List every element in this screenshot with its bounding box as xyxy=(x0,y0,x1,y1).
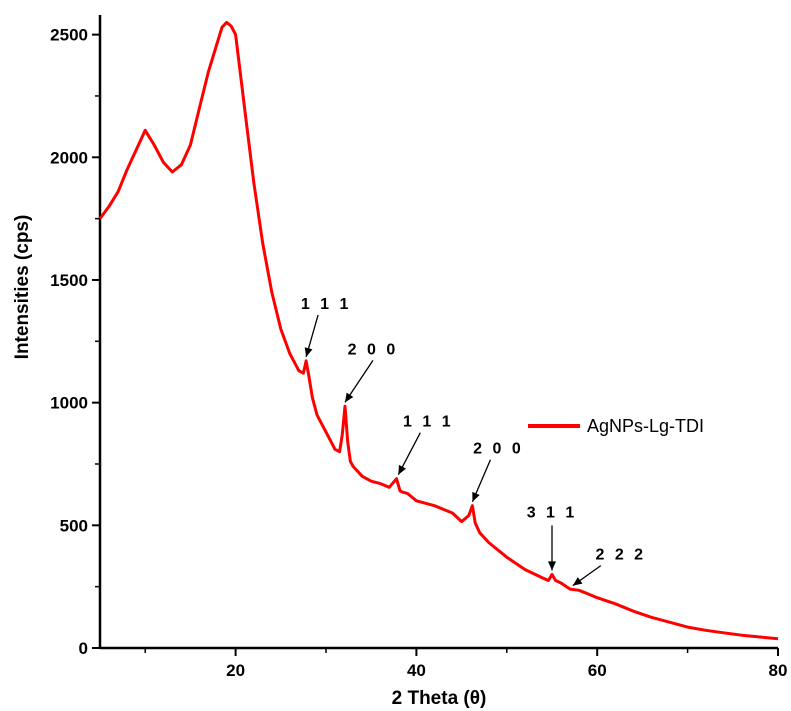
series-line xyxy=(98,20,779,641)
annotation-label: 2 0 0 xyxy=(473,441,524,458)
annotation-label: 1 1 1 xyxy=(403,414,454,431)
annotation-label: 3 1 1 xyxy=(527,504,578,521)
annotation-label: 2 2 2 xyxy=(595,547,646,564)
annotations: 1 1 1 2 0 0 1 1 1 2 0 0 3 1 1 2 2 2 xyxy=(301,296,646,587)
y-tick-label: 2000 xyxy=(50,148,88,167)
x-tick-label: 80 xyxy=(769,661,788,680)
annotation-label: 2 0 0 xyxy=(348,341,399,358)
annotation-arrowhead xyxy=(548,561,556,571)
annotation-arrowhead xyxy=(398,464,407,475)
legend-label: AgNPs-Lg-TDI xyxy=(587,416,704,436)
annotation-arrowhead xyxy=(304,347,313,357)
x-tick-label: 60 xyxy=(588,661,607,680)
annotation-arrowhead xyxy=(472,491,480,502)
ticks: 20 40 60 80 0 500 1000 1500 2000 2500 xyxy=(50,26,787,680)
annotation-arrowhead xyxy=(344,392,354,403)
y-tick-label: 500 xyxy=(60,516,88,535)
y-tick-label: 1500 xyxy=(50,271,88,290)
y-axis-title: Intensities (cps) xyxy=(12,215,33,360)
axes xyxy=(98,15,778,650)
annotation-arrowhead xyxy=(572,577,583,586)
y-tick-label: 0 xyxy=(79,639,88,658)
x-tick-label: 20 xyxy=(226,661,245,680)
y-tick-label: 1000 xyxy=(50,394,88,413)
legend: AgNPs-Lg-TDI xyxy=(528,416,704,436)
x-axis-title: 2 Theta (θ) xyxy=(392,688,487,709)
annotation-label: 1 1 1 xyxy=(301,296,352,313)
y-tick-label: 2500 xyxy=(50,26,88,45)
series-layer xyxy=(98,20,779,641)
x-tick-label: 40 xyxy=(407,661,426,680)
